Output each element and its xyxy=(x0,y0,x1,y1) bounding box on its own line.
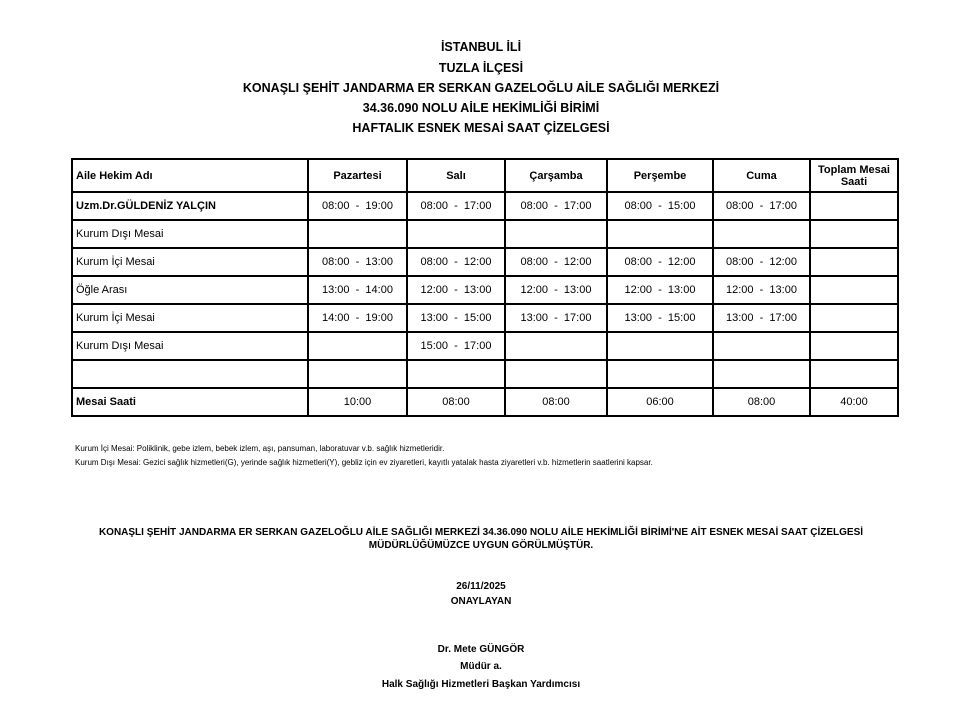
header-district: TUZLA İLÇESİ xyxy=(438,61,524,75)
table-row: Öğle Arası 13:00 - 14:00 12:00 - 13:00 12:0… xyxy=(71,275,899,305)
note-internal: Kurum İçi Mesai: Poliklinik, gebe izlem,… xyxy=(75,444,445,453)
table-cell xyxy=(606,359,714,389)
table-row: Uzm.Dr.GÜLDENİZ YALÇIN 08:00 - 19:00 08:00… xyxy=(71,191,899,221)
table-cell: 08:00 - 17:00 xyxy=(406,191,506,221)
table-cell xyxy=(809,331,899,361)
row-label: Kurum Dışı Mesai xyxy=(71,331,309,361)
table-cell: 08:00 xyxy=(712,387,811,417)
table-cell: 40:00 xyxy=(809,387,899,417)
table-cell: 13:00 - 17:00 xyxy=(504,303,608,333)
table-cell: Salı xyxy=(406,158,506,193)
table-cell xyxy=(809,275,899,305)
table-cell: 08:00 xyxy=(406,387,506,417)
table-cell xyxy=(712,359,811,389)
row-label: Kurum İçi Mesai xyxy=(71,247,309,277)
table-cell: 13:00 - 17:00 xyxy=(712,303,811,333)
approver-label: ONAYLAYAN xyxy=(450,596,512,607)
table-cell: 13:00 - 15:00 xyxy=(606,303,714,333)
table-cell xyxy=(504,359,608,389)
table-row: Kurum İçi Mesai 08:00 - 13:00 08:00 - 12:0… xyxy=(71,247,899,277)
table-cell xyxy=(504,331,608,361)
table-cell xyxy=(406,359,506,389)
table-cell: 13:00 - 14:00 xyxy=(307,275,408,305)
header-row: Aile Hekim Adı Pazartesi Salı Çarşamba Perşe… xyxy=(71,158,899,193)
table-row: Mesai Saati 10:00 08:00 08:00 06:00 08:00 40:0… xyxy=(71,387,899,417)
table-cell: Perşembe xyxy=(606,158,714,193)
table-cell: Çarşamba xyxy=(504,158,608,193)
note-external: Kurum Dışı Mesai: Gezici sağlık hizmetle… xyxy=(75,458,653,467)
table-cell: 08:00 xyxy=(504,387,608,417)
table-cell: 12:00 - 13:00 xyxy=(712,275,811,305)
table-cell: 10:00 xyxy=(307,387,408,417)
row-label: Uzm.Dr.GÜLDENİZ YALÇIN xyxy=(71,191,309,221)
approval-text-2: MÜDÜRLÜĞÜMÜZCE UYGUN GÖRÜLMÜŞTÜR. xyxy=(368,540,594,551)
table-cell xyxy=(809,219,899,249)
header-unit: 34.36.090 NOLU AİLE HEKİMLİĞİ BİRİMİ xyxy=(362,101,600,115)
schedule-table: Aile Hekim Adı Pazartesi Salı Çarşamba Perşe… xyxy=(71,158,899,417)
table-cell: 13:00 - 15:00 xyxy=(406,303,506,333)
row-label: Kurum Dışı Mesai xyxy=(71,219,309,249)
table-cell: 08:00 - 17:00 xyxy=(504,191,608,221)
table-cell xyxy=(606,219,714,249)
table-cell: Toplam Mesai Saati xyxy=(809,158,899,193)
table-cell xyxy=(307,359,408,389)
table-cell: Pazartesi xyxy=(307,158,408,193)
header-title: HAFTALIK ESNEK MESAİ SAAT ÇİZELGESİ xyxy=(352,121,610,135)
table-row xyxy=(71,359,899,389)
table-cell: 12:00 - 13:00 xyxy=(504,275,608,305)
approval-text: KONAŞLI ŞEHİT JANDARMA ER SERKAN GAZELOĞ… xyxy=(98,527,864,538)
table-cell xyxy=(307,331,408,361)
table-cell: 08:00 - 15:00 xyxy=(606,191,714,221)
header-center: KONAŞLI ŞEHİT JANDARMA ER SERKAN GAZELOĞ… xyxy=(242,81,720,95)
table-cell xyxy=(504,219,608,249)
table-cell xyxy=(406,219,506,249)
table-cell: 15:00 - 17:00 xyxy=(406,331,506,361)
row-label: Öğle Arası xyxy=(71,275,309,305)
table-cell: 12:00 - 13:00 xyxy=(606,275,714,305)
table-cell xyxy=(307,219,408,249)
table-cell: 08:00 - 19:00 xyxy=(307,191,408,221)
table-cell xyxy=(712,219,811,249)
signer-name: Dr. Mete GÜNGÖR xyxy=(437,644,525,655)
table-cell: 06:00 xyxy=(606,387,714,417)
table-cell: 08:00 - 12:00 xyxy=(504,247,608,277)
header-province: İSTANBUL İLİ xyxy=(440,40,522,54)
table-cell: 08:00 - 12:00 xyxy=(406,247,506,277)
row-label: Kurum İçi Mesai xyxy=(71,303,309,333)
table-cell: 08:00 - 12:00 xyxy=(606,247,714,277)
table-cell: 14:00 - 19:00 xyxy=(307,303,408,333)
signer-position: Halk Sağlığı Hizmetleri Başkan Yardımcıs… xyxy=(381,679,581,690)
table-cell: Cuma xyxy=(712,158,811,193)
approval-date: 26/11/2025 xyxy=(456,581,506,592)
signer-title: Müdür a. xyxy=(460,661,502,672)
table-cell xyxy=(809,191,899,221)
table-cell xyxy=(606,331,714,361)
table-row: Kurum Dışı Mesai 15:00 - 17:00 xyxy=(71,331,899,361)
table-cell xyxy=(809,359,899,389)
table-row: Kurum Dışı Mesai xyxy=(71,219,899,249)
table-cell: 12:00 - 13:00 xyxy=(406,275,506,305)
table-cell xyxy=(809,303,899,333)
table-row: Kurum İçi Mesai 14:00 - 19:00 13:00 - 15:0… xyxy=(71,303,899,333)
row-label: Mesai Saati xyxy=(71,387,309,417)
row-label xyxy=(71,359,309,389)
table-cell: 08:00 - 13:00 xyxy=(307,247,408,277)
table-cell xyxy=(809,247,899,277)
table-cell: 08:00 - 12:00 xyxy=(712,247,811,277)
table-cell xyxy=(712,331,811,361)
row-label: Aile Hekim Adı xyxy=(71,158,309,193)
table-cell: 08:00 - 17:00 xyxy=(712,191,811,221)
